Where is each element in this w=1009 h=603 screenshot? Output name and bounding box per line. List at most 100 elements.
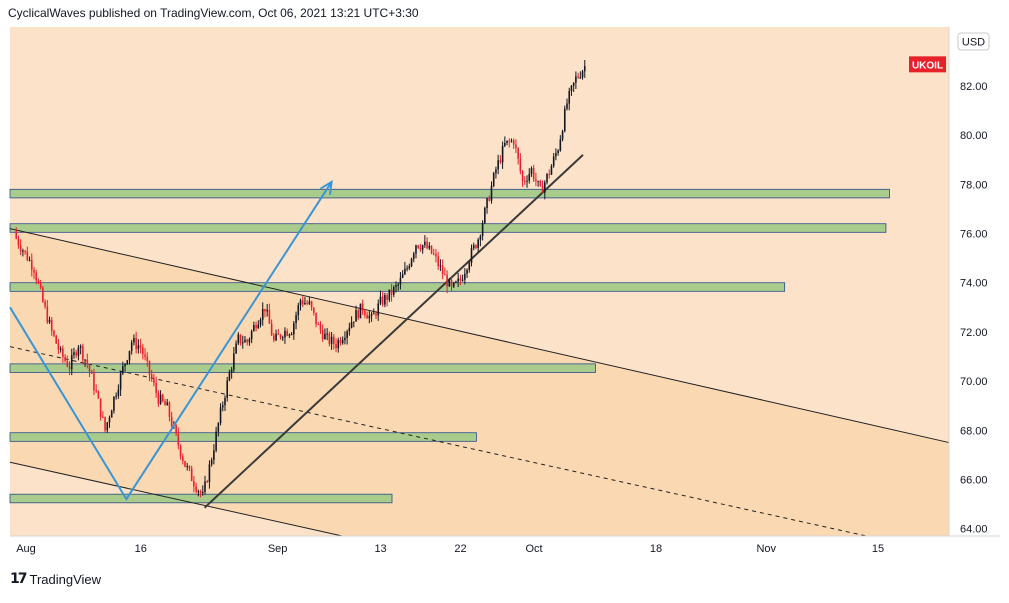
candle-body [268, 309, 271, 324]
candle-body [570, 85, 573, 92]
candle-body [372, 313, 375, 315]
candle-body [306, 302, 308, 304]
candle-body [344, 338, 346, 341]
candle-body [330, 336, 333, 344]
candle-body [270, 323, 273, 336]
candle-body [201, 491, 204, 494]
candle-body [448, 279, 451, 287]
candle-body [455, 281, 457, 283]
candle-body [97, 391, 100, 399]
candle-body [366, 315, 368, 319]
candle-body [512, 140, 515, 145]
candle-body [226, 380, 229, 399]
candle-body [435, 253, 437, 257]
candle-body [26, 251, 29, 261]
candle-body [208, 464, 211, 483]
candlesticks [15, 59, 586, 498]
candle-body [575, 76, 577, 83]
candle-body [157, 392, 160, 404]
candle-body [446, 274, 448, 287]
candle-body [17, 238, 20, 246]
candle-body [108, 417, 111, 423]
price-axis[interactable]: USD 64.00 66.00 68.00 70.00 72.00 74.00 76.00 78… [909, 27, 990, 536]
candle-body [379, 296, 382, 304]
candle-body [457, 278, 459, 282]
y-tick-label: 66.00 [960, 474, 988, 486]
candle-body [66, 360, 69, 367]
candle-body [288, 334, 291, 336]
symbol-label: UKOIL [912, 60, 943, 71]
candle-body [548, 173, 551, 175]
x-tick-label: 22 [454, 543, 466, 555]
candle-body [244, 339, 246, 343]
candle-body [64, 357, 66, 361]
candle-body [24, 250, 26, 252]
candle-body [501, 145, 504, 163]
candle-body [53, 330, 55, 336]
candle-body [124, 363, 126, 367]
candle-body [273, 335, 275, 341]
candle-body [555, 153, 557, 157]
candle-body [104, 416, 106, 431]
candle-body [161, 394, 164, 402]
candle-body [346, 331, 348, 339]
candle-body [206, 481, 209, 483]
candle-body [550, 166, 553, 175]
candle-body [535, 179, 537, 182]
candle-body [468, 262, 471, 270]
candle-body [153, 379, 155, 383]
candle-body [419, 247, 422, 250]
candle-body [195, 486, 197, 492]
x-tick-label: 16 [135, 543, 147, 555]
candle-body [404, 268, 406, 275]
candle-body [557, 150, 559, 154]
projection-arrow [9, 179, 333, 501]
candle-body [210, 460, 213, 465]
publish-text: CyclicalWaves published on TradingView.c… [8, 6, 419, 20]
arrow-path [9, 181, 333, 501]
candle-body [377, 303, 380, 316]
candle-body [126, 360, 129, 364]
candle-body [48, 319, 51, 323]
candle-body [572, 82, 575, 86]
candle-body [519, 158, 522, 172]
time-axis[interactable]: Aug 16 Sep 13 22 Oct 18 Nov 15 [10, 535, 1000, 555]
candle-body [355, 310, 357, 322]
candle-body [415, 245, 417, 254]
candle-body [102, 416, 104, 418]
candle-body [221, 405, 224, 408]
candle-body [348, 327, 351, 332]
candle-body [93, 373, 95, 391]
candle-body [224, 398, 226, 406]
candle-body [175, 425, 177, 434]
candle-body [424, 241, 426, 246]
candle-body [295, 315, 297, 324]
candle-body [279, 334, 282, 338]
candle-body [90, 371, 93, 374]
candle-body [504, 142, 506, 146]
candle-body [190, 468, 193, 482]
candle-body [235, 343, 237, 354]
candle-body [99, 398, 102, 417]
tradingview-brand[interactable]: 17 TradingView [10, 571, 101, 587]
candle-body [259, 319, 262, 325]
candle-body [532, 168, 535, 180]
candle-body [246, 339, 248, 343]
candle-body [466, 269, 468, 274]
candle-body [583, 66, 586, 72]
arrow-head [319, 179, 333, 195]
candle-body [568, 91, 571, 104]
symbol-badge [909, 56, 946, 73]
candle-body [401, 274, 404, 278]
candle-body [293, 323, 295, 335]
y-tick-label: 76.00 [960, 229, 988, 241]
candle-body [406, 268, 408, 270]
candle-body [552, 156, 555, 167]
candle-body [128, 350, 131, 361]
candle-body [184, 460, 186, 467]
candle-body [408, 266, 411, 269]
channel-lower-line [9, 461, 343, 537]
candle-body [384, 295, 386, 305]
